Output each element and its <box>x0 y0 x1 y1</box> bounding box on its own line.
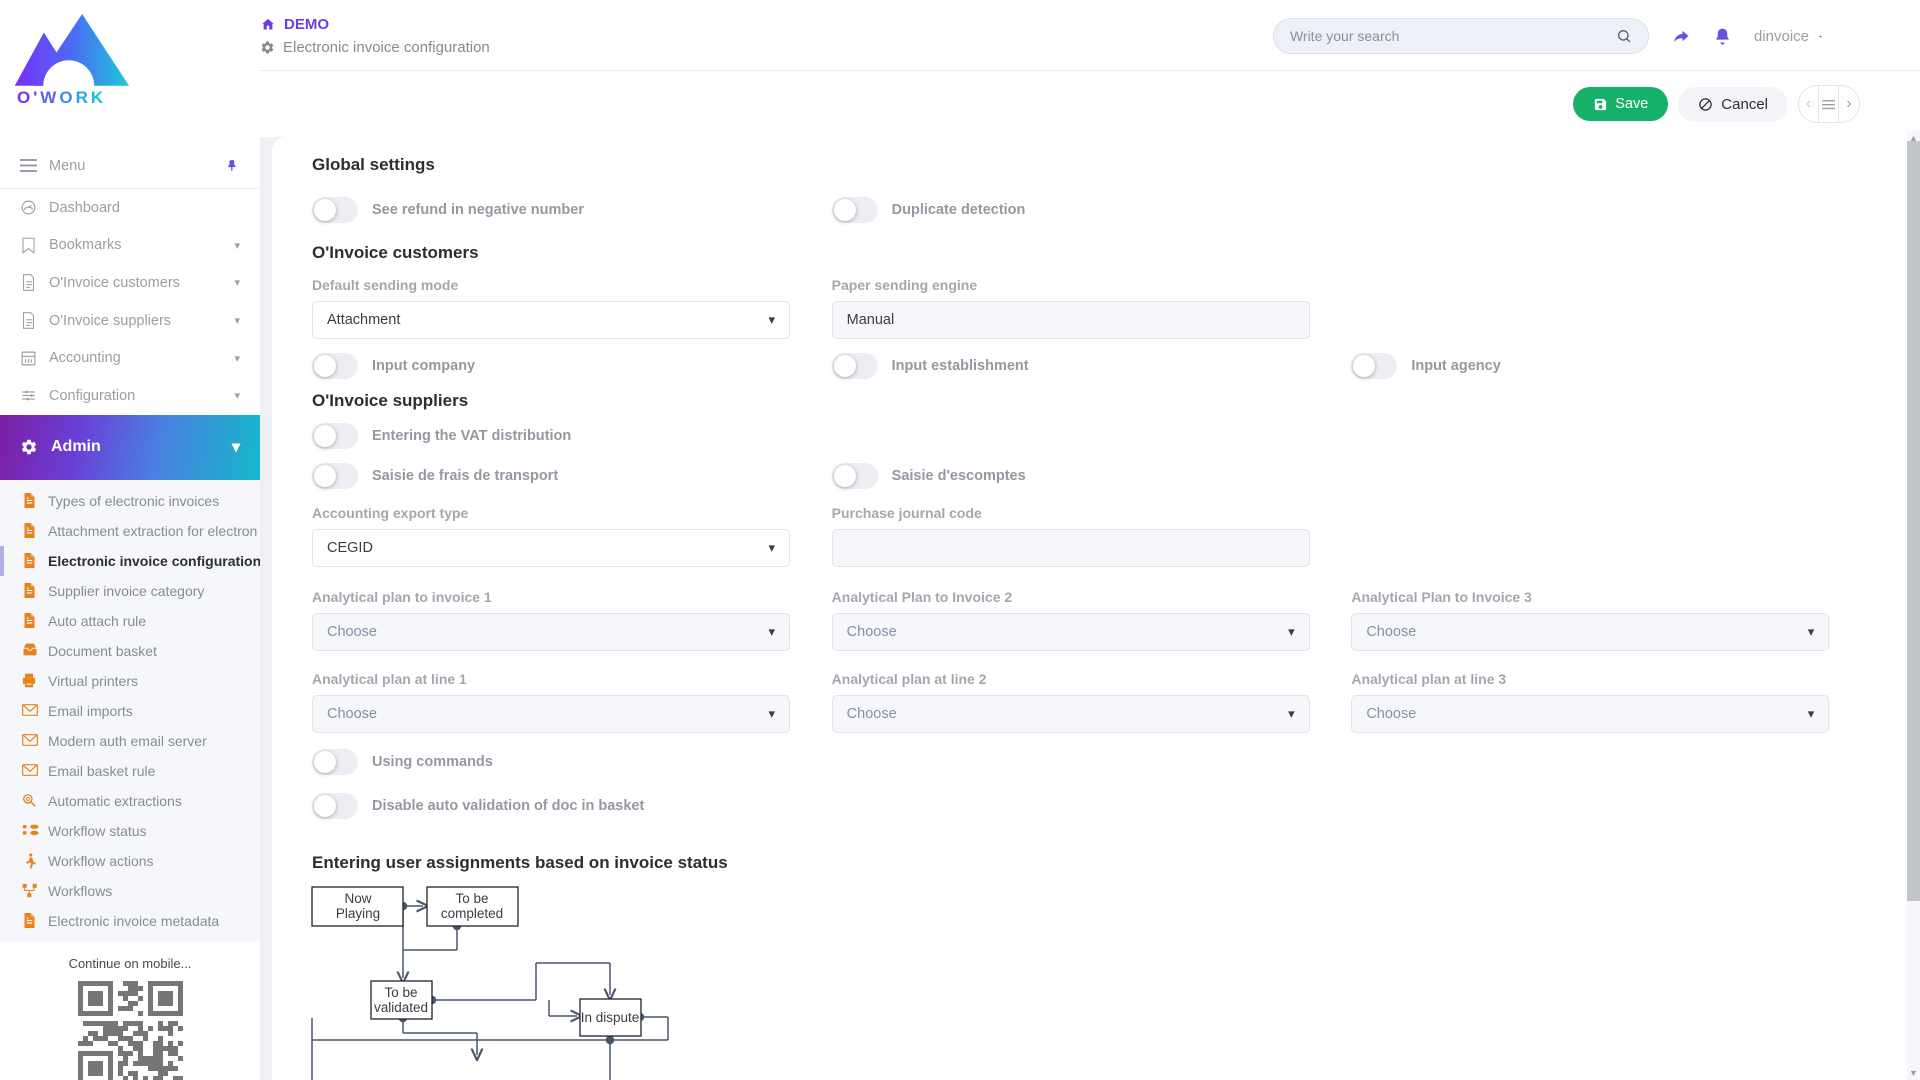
svg-text:In dispute: In dispute <box>581 1010 640 1025</box>
svg-text:Now: Now <box>344 891 371 906</box>
svg-text:validated: validated <box>374 1000 428 1015</box>
svg-text:completed: completed <box>441 906 503 921</box>
svg-text:Playing: Playing <box>336 906 380 921</box>
svg-text:To be: To be <box>455 891 488 906</box>
svg-text:To be: To be <box>384 985 417 1000</box>
